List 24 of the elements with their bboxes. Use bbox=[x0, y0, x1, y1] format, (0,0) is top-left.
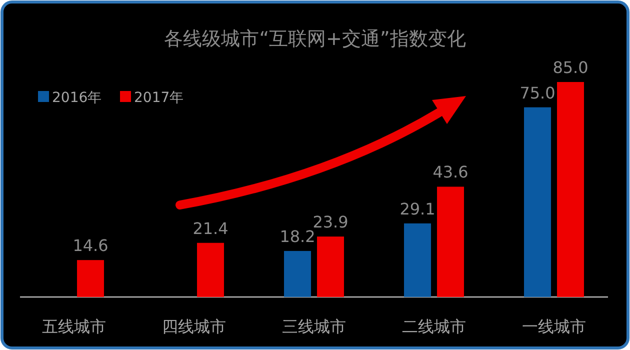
chart-title: 各线级城市“互联网+交通”指数变化 bbox=[164, 28, 466, 50]
bar bbox=[317, 236, 344, 297]
bar bbox=[437, 186, 464, 297]
bar bbox=[524, 107, 551, 297]
bar bbox=[404, 223, 431, 297]
x-tick-label: 四线城市 bbox=[162, 317, 226, 336]
x-tick-label: 二线城市 bbox=[402, 317, 466, 336]
data-label: 85.0 bbox=[552, 58, 588, 77]
data-label: 43.6 bbox=[432, 162, 468, 182]
legend-label: 2016年 bbox=[52, 90, 102, 106]
x-tick-label: 三线城市 bbox=[282, 317, 346, 336]
data-label: 18.2 bbox=[280, 226, 316, 246]
bar bbox=[77, 260, 104, 297]
data-label: 29.1 bbox=[400, 199, 436, 218]
bar bbox=[284, 250, 311, 297]
data-label: 75.0 bbox=[520, 83, 556, 102]
bar bbox=[557, 82, 584, 297]
bar bbox=[197, 242, 224, 297]
data-label: 23.9 bbox=[312, 212, 348, 232]
legend-label: 2017年 bbox=[134, 90, 184, 106]
data-label: 21.4 bbox=[192, 218, 228, 238]
x-tick-label: 一线城市 bbox=[522, 317, 586, 336]
data-label: 14.6 bbox=[72, 236, 108, 256]
x-tick-label: 五线城市 bbox=[42, 317, 106, 336]
